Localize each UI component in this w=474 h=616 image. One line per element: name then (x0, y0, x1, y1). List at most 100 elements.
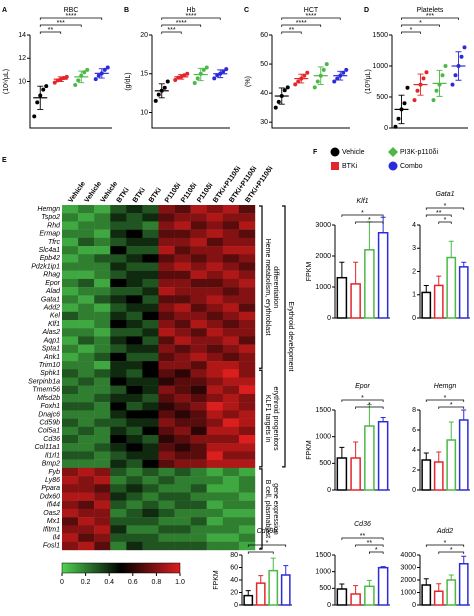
error-bar (455, 51, 462, 81)
heatmap-cell (62, 418, 79, 427)
heatmap-cell (158, 311, 175, 321)
y-tick-label: 2000 (315, 253, 331, 260)
heatmap-cell (126, 369, 143, 378)
heatmap-cell (158, 295, 175, 304)
heatmap-cell (206, 303, 224, 312)
heatmap-cell (158, 254, 175, 263)
heatmap-cell (126, 262, 143, 271)
heatmap-cell (78, 410, 95, 419)
sig-bracket (161, 31, 182, 34)
y-axis (29, 35, 112, 129)
sig-label: * (444, 217, 447, 224)
heatmap-cell (126, 287, 143, 296)
bar (421, 291, 432, 319)
heatmap-cell (238, 426, 256, 436)
heatmap-cell (142, 237, 159, 247)
heatmap-cell (62, 410, 79, 419)
y-axis-label: (10⁶/μL) (3, 69, 10, 94)
heatmap-cell (174, 385, 191, 395)
heatmap-cell (238, 435, 256, 444)
heatmap-cell (190, 393, 207, 403)
heatmap-cell (62, 205, 79, 214)
heatmap-cell (110, 459, 127, 469)
heatmap-cell (126, 402, 143, 411)
sig-label: * (375, 547, 378, 554)
data-point (296, 79, 301, 84)
heatmap-cell (238, 213, 256, 222)
error-bar (57, 76, 64, 82)
heatmap-cell (126, 221, 143, 230)
heatmap-cell (158, 237, 175, 247)
heatmap-cell (94, 377, 111, 386)
sig-label: **** (306, 13, 317, 20)
bar (350, 457, 361, 491)
row-label: Foxh1 (41, 403, 61, 410)
heatmap-cell (174, 262, 191, 271)
bar (336, 457, 348, 491)
heatmap-cell (62, 385, 79, 395)
heatmap-cell (126, 541, 143, 551)
data-point (44, 84, 49, 89)
heatmap-cell (238, 459, 256, 469)
heatmap-cell (110, 205, 127, 214)
heatmap-cell (190, 254, 207, 263)
heatmap-cell (62, 262, 79, 271)
chart-title: Cd59b (257, 528, 278, 535)
heatmap-cell (94, 328, 111, 337)
data-point (221, 69, 226, 74)
heatmap-cell (222, 517, 240, 526)
row-label: Ermap (39, 231, 60, 238)
heatmap-cell (174, 278, 191, 288)
sig-bracket (39, 31, 62, 34)
heatmap-cell (142, 541, 159, 551)
heatmap-cell (222, 278, 240, 288)
heatmap-cell (190, 295, 207, 304)
heatmap-cell (158, 377, 175, 386)
heatmap-cell (110, 328, 127, 337)
sig-bracket (401, 31, 421, 34)
heatmap-cell (190, 402, 207, 411)
y-tick-label: 20 (140, 32, 148, 39)
y-tick-label: 1000 (315, 284, 331, 291)
heatmap-cell (94, 435, 111, 444)
data-point (224, 67, 229, 72)
error-bar (436, 451, 442, 462)
heatmap-cell (206, 443, 224, 452)
heatmap-cell (174, 295, 191, 304)
sig-bracket (341, 214, 384, 217)
heatmap-cell (206, 213, 224, 222)
heatmap-cell (62, 525, 79, 534)
y-tick-label: 1500 (315, 552, 331, 559)
heatmap-cell (222, 205, 240, 214)
heatmap-cell (222, 262, 240, 271)
heatmap-cell (222, 369, 240, 378)
error-bar (380, 416, 386, 422)
row-label: Ank1 (43, 354, 60, 361)
heatmap-cell (126, 451, 143, 460)
row-label: Kel (50, 313, 61, 320)
group-label: differentiation (272, 266, 279, 308)
heatmap-cell (174, 246, 191, 255)
y-tick-label: 500 (319, 460, 331, 467)
data-point (302, 73, 307, 78)
bar (446, 256, 457, 319)
group-label: KLF1 targets in (264, 395, 271, 443)
y-tick-label: 1500 (315, 407, 331, 414)
y-tick-label: 0 (412, 315, 416, 322)
heatmap-cell (142, 295, 159, 304)
heatmap-cell (222, 492, 240, 501)
y-tick-label: 40 (230, 577, 238, 584)
heatmap-cell (158, 517, 175, 526)
heatmap-cell (222, 418, 240, 427)
y-axis-label: FPKM (213, 570, 220, 590)
y-tick-label: 10 (18, 78, 26, 85)
data-point (285, 85, 290, 90)
row-label: Tmem56 (32, 387, 60, 394)
heatmap-cell (126, 246, 143, 255)
heatmap-cell (222, 254, 240, 263)
heatmap-cell (94, 344, 111, 354)
y-tick-label: 1000 (315, 569, 331, 576)
heatmap-cell (190, 451, 207, 460)
heatmap-cell (174, 287, 191, 296)
heatmap-cell (142, 246, 159, 255)
